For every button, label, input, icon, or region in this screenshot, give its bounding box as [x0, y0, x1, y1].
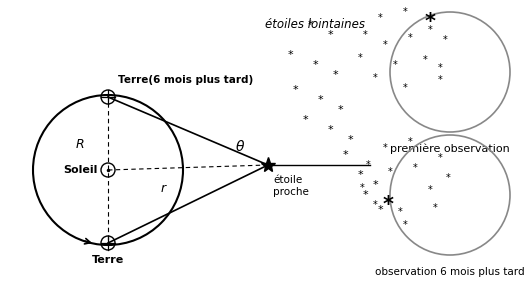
- Text: *: *: [383, 143, 388, 153]
- Text: *: *: [425, 12, 436, 32]
- Text: *: *: [438, 63, 442, 73]
- Text: *: *: [362, 190, 368, 200]
- Text: *: *: [428, 25, 432, 35]
- Text: *: *: [373, 200, 378, 210]
- Text: *: *: [342, 150, 348, 160]
- Text: première observation: première observation: [390, 144, 510, 154]
- Text: *: *: [307, 20, 313, 30]
- Text: *: *: [347, 135, 353, 145]
- Text: *: *: [365, 160, 370, 170]
- Text: r: r: [161, 181, 166, 194]
- Text: *: *: [302, 115, 308, 125]
- Text: observation 6 mois plus tard: observation 6 mois plus tard: [375, 267, 525, 277]
- Text: *: *: [412, 163, 417, 173]
- Text: *: *: [287, 50, 293, 60]
- Text: Terre(6 mois plus tard): Terre(6 mois plus tard): [118, 75, 253, 85]
- Text: *: *: [438, 75, 442, 85]
- Text: *: *: [372, 180, 378, 190]
- Text: étoiles lointaines: étoiles lointaines: [265, 18, 365, 31]
- Text: *: *: [398, 207, 402, 217]
- Text: *: *: [357, 53, 362, 63]
- Text: *: *: [373, 73, 378, 83]
- Text: *: *: [377, 205, 383, 215]
- Text: *: *: [403, 7, 408, 17]
- Text: *: *: [393, 60, 398, 70]
- Text: étoile
proche: étoile proche: [273, 175, 309, 197]
- Text: *: *: [446, 173, 450, 183]
- Text: *: *: [337, 105, 343, 115]
- Text: *: *: [292, 85, 298, 95]
- Text: *: *: [332, 70, 338, 80]
- Text: *: *: [378, 13, 382, 23]
- Text: *: *: [403, 220, 408, 230]
- Text: *: *: [357, 170, 363, 180]
- Text: *: *: [442, 35, 447, 45]
- Text: θ: θ: [235, 140, 244, 154]
- Text: Terre: Terre: [92, 255, 124, 265]
- Text: *: *: [382, 195, 393, 215]
- Text: *: *: [408, 33, 412, 43]
- Text: *: *: [388, 167, 392, 177]
- Text: R: R: [76, 139, 84, 151]
- Text: *: *: [432, 203, 437, 213]
- Text: *: *: [360, 183, 364, 193]
- Text: *: *: [383, 40, 388, 50]
- Text: Soleil: Soleil: [64, 165, 98, 175]
- Text: *: *: [428, 185, 432, 195]
- Text: *: *: [312, 60, 318, 70]
- Text: *: *: [317, 95, 323, 105]
- Text: *: *: [403, 83, 408, 93]
- Text: *: *: [363, 30, 367, 40]
- Text: *: *: [327, 30, 333, 40]
- Text: *: *: [408, 137, 412, 147]
- Text: *: *: [327, 125, 333, 135]
- Text: *: *: [438, 153, 442, 163]
- Text: *: *: [422, 55, 427, 65]
